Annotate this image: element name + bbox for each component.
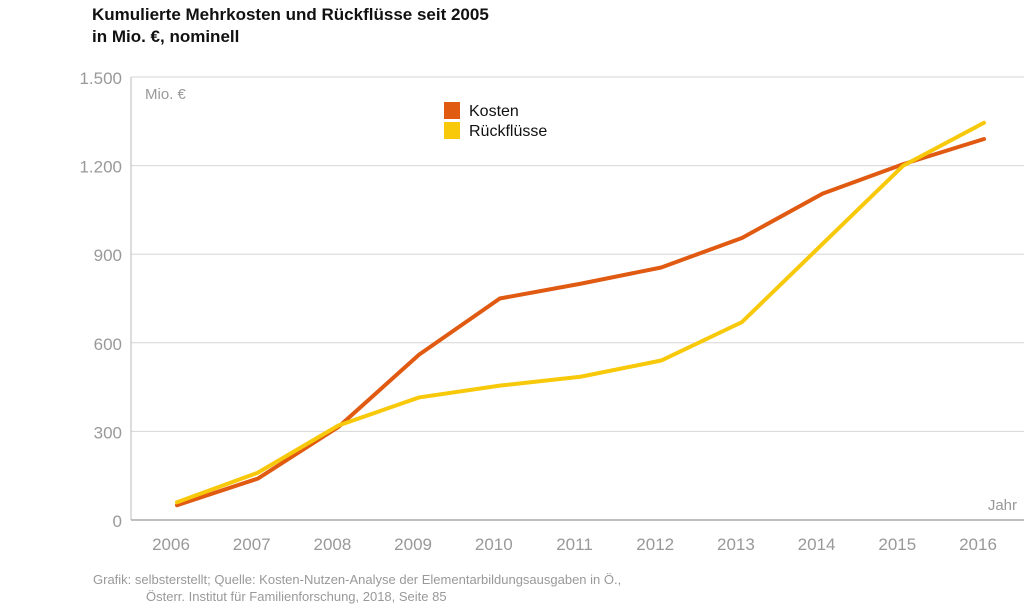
x-tick-label: 2013: [717, 535, 755, 554]
x-tick-label: 2006: [152, 535, 190, 554]
data-point: [983, 122, 985, 124]
legend-label: Rückflüsse: [469, 123, 547, 140]
x-tick-label: 2010: [475, 535, 513, 554]
data-point: [983, 138, 985, 140]
data-point: [822, 193, 824, 195]
data-point: [902, 165, 904, 167]
chart-title: Kumulierte Mehrkosten und Rückflüsse sei…: [92, 4, 489, 48]
y-tick-label: 0: [113, 512, 122, 531]
data-point: [418, 354, 420, 356]
data-point: [176, 504, 178, 506]
data-point: [257, 478, 259, 480]
x-axis-label: Jahr: [988, 497, 1017, 514]
data-point: [741, 237, 743, 239]
data-point: [580, 376, 581, 378]
data-point: [257, 472, 259, 474]
data-point: [580, 283, 581, 285]
source-line-2: Österr. Institut für Familienforschung, …: [146, 589, 447, 604]
subtitle-line: in Mio. €, nominell: [92, 27, 240, 46]
x-tick-label: 2008: [313, 535, 351, 554]
x-tick-label: 2007: [233, 535, 271, 554]
data-point: [822, 243, 824, 245]
y-tick-label: 1.200: [79, 158, 122, 177]
x-tick-label: 2016: [959, 535, 997, 554]
x-tick-label: 2014: [798, 535, 836, 554]
y-tick-label: 900: [94, 246, 122, 265]
data-point: [337, 424, 339, 426]
data-point: [499, 298, 501, 299]
source-line-1: Grafik: selbsterstellt; Quelle: Kosten-N…: [93, 572, 622, 587]
legend-label: Kosten: [469, 103, 519, 120]
y-tick-label: 1.500: [79, 69, 122, 88]
data-point: [176, 501, 178, 503]
legend-swatch: [444, 102, 460, 119]
x-tick-label: 2015: [878, 535, 916, 554]
x-tick-label: 2011: [556, 535, 593, 554]
y-tick-label: 600: [94, 335, 122, 354]
data-point: [741, 321, 743, 323]
data-point: [660, 360, 662, 362]
x-tick-label: 2012: [636, 535, 674, 554]
data-point: [660, 266, 662, 268]
x-tick-label: 2009: [394, 535, 432, 554]
y-tick-label: 300: [94, 423, 122, 442]
data-point: [499, 385, 501, 387]
legend-swatch: [444, 122, 460, 139]
y-axis-label: Mio. €: [145, 86, 187, 103]
title-line: Kumulierte Mehrkosten und Rückflüsse sei…: [92, 5, 489, 24]
source-note: Grafik: selbsterstellt; Quelle: Kosten-N…: [93, 571, 621, 605]
data-point: [418, 396, 420, 398]
